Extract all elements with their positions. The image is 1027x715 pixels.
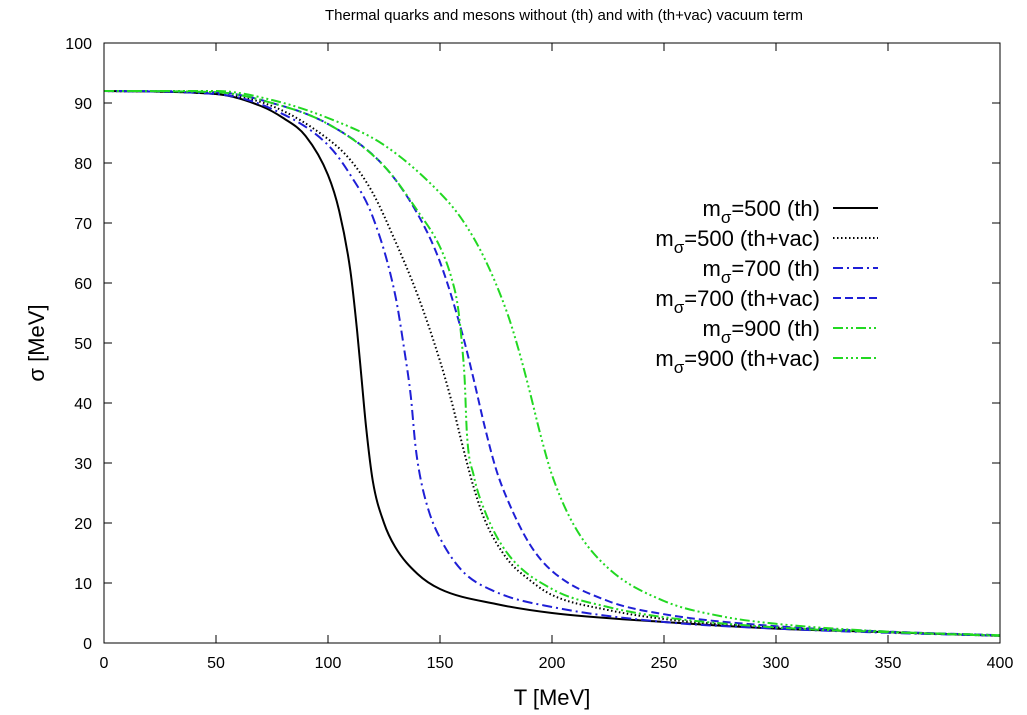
y-tick-label: 70 [74,216,92,233]
series-line-1 [103,90,1001,637]
series-line-6 [104,89,1001,637]
x-tick-label: 300 [763,655,790,672]
x-tick-label: 50 [207,655,225,672]
x-tick-label: 350 [875,655,902,672]
legend-label: mσ=700 (th) [703,256,821,287]
legend-label-base: m [655,226,673,251]
y-tick-label: 40 [74,396,92,413]
legend-label-rest: =900 (th+vac) [684,346,820,371]
y-tick-label: 10 [74,576,92,593]
legend-label-subscript: σ [721,328,732,347]
series-layer [103,89,1001,637]
legend-entry-2: mσ=500 (th+vac) [655,226,878,257]
y-tick-label: 50 [74,336,92,353]
legend-label-base: m [703,316,721,341]
legend-label-rest: =900 (th) [731,316,820,341]
y-tick-label: 30 [74,456,92,473]
x-tick-label: 200 [539,655,566,672]
legend-label: mσ=500 (th) [703,196,821,227]
y-tick-label: 20 [74,516,92,533]
legend-entry-5: mσ=900 (th) [703,316,878,347]
legend-label-base: m [703,196,721,221]
legend-entry-4: mσ=700 (th+vac) [655,286,878,317]
legend-entry-3: mσ=700 (th) [703,256,878,287]
legend-label-subscript: σ [674,298,685,317]
legend-entry-6: mσ=900 (th+vac) [655,346,878,377]
x-axis-label: T [MeV] [514,685,591,710]
y-tick-label: 100 [65,36,92,53]
tick-layer: 0 50 100 150 200 250 300 350 400 0 10 20 30 40 50 60 70 8… [65,36,1013,672]
legend-label-base: m [655,346,673,371]
y-axis-label: σ [MeV] [24,304,49,381]
legend-label: mσ=500 (th+vac) [655,226,820,257]
legend-label: mσ=900 (th+vac) [655,346,820,377]
chart-title: Thermal quarks and mesons without (th) a… [325,7,803,24]
plot-frame [103,42,1001,644]
legend-label-subscript: σ [674,238,685,257]
series-line-4 [103,90,1001,637]
x-tick-label: 100 [315,655,342,672]
x-tick-label: 400 [987,655,1014,672]
x-tick-label: 150 [427,655,454,672]
y-tick-label: 80 [74,156,92,173]
legend-label-rest: =500 (th) [731,196,820,221]
x-tick-label: 250 [651,655,678,672]
series-line-2 [103,90,1001,637]
y-tick-label: 90 [74,96,92,113]
legend-label-rest: =500 (th+vac) [684,226,820,251]
legend-label-rest: =700 (th) [731,256,820,281]
legend-entry-1: mσ=500 (th) [703,196,878,227]
legend-label: mσ=900 (th) [703,316,821,347]
legend-label-subscript: σ [721,268,732,287]
legend-label-base: m [655,286,673,311]
legend-label: mσ=700 (th+vac) [655,286,820,317]
y-tick-label: 60 [74,276,92,293]
series-line-3 [103,90,1001,637]
legend-label-subscript: σ [721,208,732,227]
legend: mσ=500 (th)mσ=500 (th+vac)mσ=700 (th)mσ=… [655,196,878,377]
x-tick-label: 0 [100,655,109,672]
series-line-5 [103,90,1001,637]
legend-label-subscript: σ [674,358,685,377]
legend-label-base: m [703,256,721,281]
y-tick-label: 0 [83,636,92,653]
legend-label-rest: =700 (th+vac) [684,286,820,311]
